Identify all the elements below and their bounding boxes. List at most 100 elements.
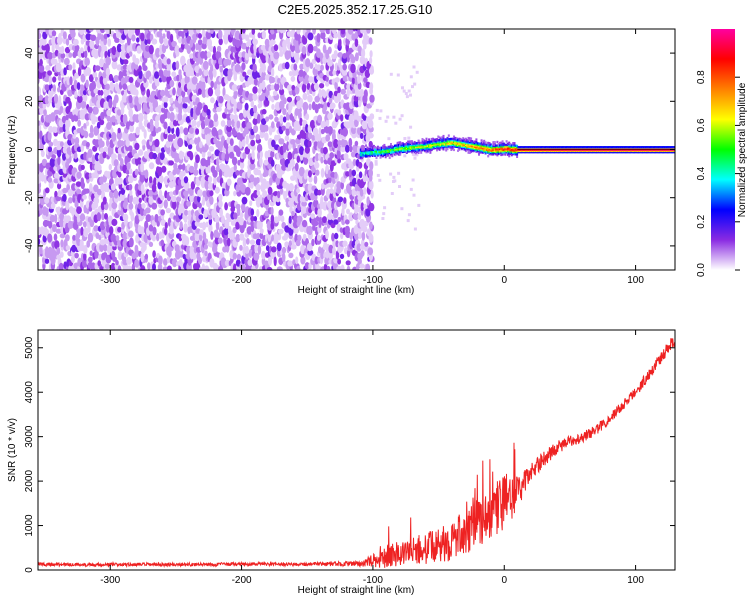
spectrogram-cell [353, 211, 359, 221]
spectrogram-cell [248, 248, 253, 259]
spectrogram-cell [158, 255, 163, 266]
colorbar-gradient [711, 29, 735, 270]
spectrogram-cell [105, 67, 111, 77]
spectrogram-cell [272, 90, 278, 96]
spectrogram-cell [618, 146, 621, 149]
spectrogram-cell [467, 146, 470, 149]
spectrogram-cell [82, 93, 88, 102]
spectrogram-cell [233, 114, 239, 123]
spectrogram-cell [289, 159, 295, 167]
spectrogram-cell [135, 195, 141, 205]
spectrogram-cell [240, 184, 247, 193]
spectrogram-cell [256, 232, 260, 240]
spectrogram-cell [369, 82, 374, 91]
spectrogram-cell [368, 132, 374, 139]
colorbar-tick-label: 0.2 [696, 214, 707, 228]
spectrogram-cell [142, 143, 146, 151]
spectrogram-cell [39, 106, 44, 115]
spectrogram-cell [224, 259, 231, 267]
spectrogram-cell [99, 140, 105, 148]
spectrogram-cell [644, 146, 647, 149]
spectrogram-cell [148, 241, 154, 247]
spectrogram-cell [340, 114, 344, 122]
spectrogram-cell [307, 32, 314, 41]
spectrogram-cell [117, 177, 123, 185]
spectrogram-cell [337, 216, 342, 223]
spectrogram-cell [115, 235, 120, 242]
spectrogram-cell [106, 243, 111, 254]
spectrogram-cell [357, 231, 363, 239]
spectrogram-cell [267, 233, 271, 243]
spectrogram-cell [247, 39, 252, 47]
spectrogram-cell [152, 99, 159, 109]
spectrogram-cell [172, 200, 177, 210]
spectrogram-cell [306, 242, 313, 252]
spectrogram-cell [252, 86, 258, 94]
spectrogram-cell [552, 146, 555, 149]
spectrogram-cell [235, 146, 241, 155]
spectrogram-cell [563, 146, 566, 149]
spectrogram-cell [426, 147, 429, 150]
spectrogram-cell [411, 178, 415, 182]
spectrogram-cell [140, 252, 145, 263]
spectrogram-cell [176, 74, 180, 82]
spectrogram-cell [572, 146, 575, 149]
spectrogram-cell [390, 192, 394, 195]
spectrogram-cell [120, 158, 124, 167]
spectrogram-cell [402, 89, 406, 93]
spectrogram-cell [296, 29, 301, 35]
spectrogram-cell [241, 42, 248, 50]
spectrogram-cell [199, 229, 204, 236]
spectrogram-cell [122, 239, 128, 248]
spectrogram-cell [349, 145, 353, 153]
spectrogram-cell [365, 81, 371, 89]
spectrogram-cell [453, 139, 455, 142]
spectrogram-cell [485, 145, 488, 148]
spectrogram-cell [378, 151, 381, 154]
spectrogram-cell [380, 146, 383, 149]
spectrogram-cell [346, 208, 350, 215]
spectrogram-cell [169, 134, 174, 142]
spectrogram-cell [466, 145, 469, 148]
spectrogram-cell [341, 207, 345, 216]
spectrogram-cell [476, 142, 479, 145]
spectrogram-cell [414, 144, 417, 147]
spectrogram-cell [307, 132, 313, 140]
spectrogram-cell [508, 154, 511, 158]
spectrogram-cell [263, 98, 270, 107]
spectrogram-cell [111, 60, 118, 70]
spectrogram-cell [596, 146, 599, 149]
spectrogram-cell [361, 155, 364, 158]
spectrogram-cell [103, 33, 108, 40]
spectrogram-cell [361, 48, 366, 59]
spectrogram-cell [634, 146, 637, 149]
spectrogram-cell [360, 29, 365, 34]
spectrogram-cell [376, 145, 379, 149]
spectrogram-cell [270, 39, 276, 45]
spectrogram-cell [140, 32, 145, 42]
spectrogram-cell [180, 206, 185, 214]
spectrogram-cell [47, 146, 53, 153]
spectrogram-cell [460, 141, 463, 145]
spectrogram-cell [660, 146, 663, 149]
spectrogram-cell [673, 146, 675, 149]
spectrogram-cell [342, 127, 348, 137]
spectrogram-cell [126, 161, 131, 171]
spectrogram-cell [408, 150, 411, 153]
spectrogram-cell [489, 147, 492, 150]
spectrogram-cell [449, 137, 452, 141]
spectrogram-cell [54, 213, 58, 224]
spectrogram-cell [277, 77, 281, 84]
spectrogram-cell [391, 145, 394, 148]
spectrogram-cell [252, 92, 258, 102]
spectrogram-cell [128, 51, 133, 57]
colorbar-tick-label: 0.6 [696, 118, 707, 132]
spectrogram-cell [83, 244, 88, 255]
spectrogram-cell [369, 161, 374, 171]
spectrogram-cell [442, 142, 445, 145]
spectrogram-cell [83, 123, 87, 129]
spectrogram-cell [384, 119, 388, 123]
spectrogram-cell [58, 262, 64, 270]
spectrogram-cell [367, 119, 374, 129]
